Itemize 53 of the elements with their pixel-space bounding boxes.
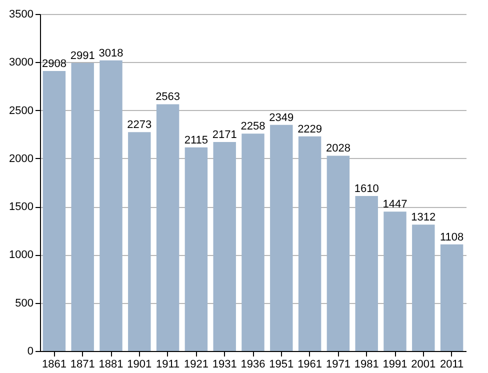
bar bbox=[412, 224, 435, 351]
data-label: 2258 bbox=[240, 120, 266, 133]
y-tick-label: 1500 bbox=[9, 201, 34, 214]
x-tick-label: 1921 bbox=[184, 358, 208, 370]
data-label: 2991 bbox=[70, 50, 95, 62]
bar bbox=[270, 124, 293, 351]
bar bbox=[326, 156, 350, 351]
y-tick-label: 1000 bbox=[9, 249, 34, 262]
data-label: 2171 bbox=[212, 128, 237, 141]
data-label: 2229 bbox=[298, 123, 322, 136]
y-tick-label: 3500 bbox=[9, 8, 34, 20]
x-tick-label: 1981 bbox=[354, 358, 379, 370]
y-tick-label: 0 bbox=[27, 346, 34, 358]
bar bbox=[128, 132, 151, 351]
bar bbox=[298, 136, 322, 351]
y-tick-label: 500 bbox=[15, 297, 34, 310]
data-label: 2563 bbox=[156, 91, 180, 104]
data-label: 2028 bbox=[326, 142, 350, 155]
x-tick-label: 1971 bbox=[326, 358, 350, 370]
bar bbox=[42, 71, 66, 351]
x-tick-label: 1951 bbox=[269, 358, 294, 370]
x-tick-label: 2011 bbox=[440, 358, 464, 370]
y-tick-label: 2500 bbox=[9, 104, 34, 117]
y-tick-label: 3000 bbox=[9, 56, 34, 69]
x-tick-label: 1861 bbox=[42, 358, 66, 370]
bar bbox=[384, 212, 406, 351]
bar bbox=[184, 147, 208, 351]
data-label: 1447 bbox=[382, 198, 408, 211]
bar bbox=[100, 60, 122, 351]
x-tick-label: 1961 bbox=[298, 358, 322, 370]
data-label: 1610 bbox=[354, 182, 379, 195]
bar bbox=[213, 142, 236, 351]
data-label: 3018 bbox=[98, 47, 124, 60]
data-label: 2908 bbox=[42, 58, 66, 70]
data-label: 1108 bbox=[440, 231, 464, 244]
bar bbox=[440, 244, 464, 351]
data-label: 2273 bbox=[127, 119, 152, 132]
x-tick-label: 1901 bbox=[127, 358, 152, 370]
bar bbox=[355, 196, 378, 351]
x-tick-label: 2001 bbox=[411, 358, 436, 370]
y-tick-label: 2000 bbox=[9, 152, 34, 165]
data-label: 2115 bbox=[184, 134, 208, 146]
data-label: 1312 bbox=[411, 212, 436, 224]
bar bbox=[242, 134, 264, 351]
x-tick-label: 1991 bbox=[382, 358, 408, 370]
x-tick-label: 1936 bbox=[240, 358, 266, 370]
data-label: 2349 bbox=[269, 112, 294, 124]
bar bbox=[71, 63, 94, 351]
bar bbox=[156, 104, 180, 351]
x-tick-label: 1911 bbox=[156, 358, 180, 370]
x-tick-label: 1881 bbox=[98, 358, 124, 370]
x-tick-label: 1871 bbox=[70, 358, 95, 370]
x-tick-label: 1931 bbox=[212, 358, 237, 370]
